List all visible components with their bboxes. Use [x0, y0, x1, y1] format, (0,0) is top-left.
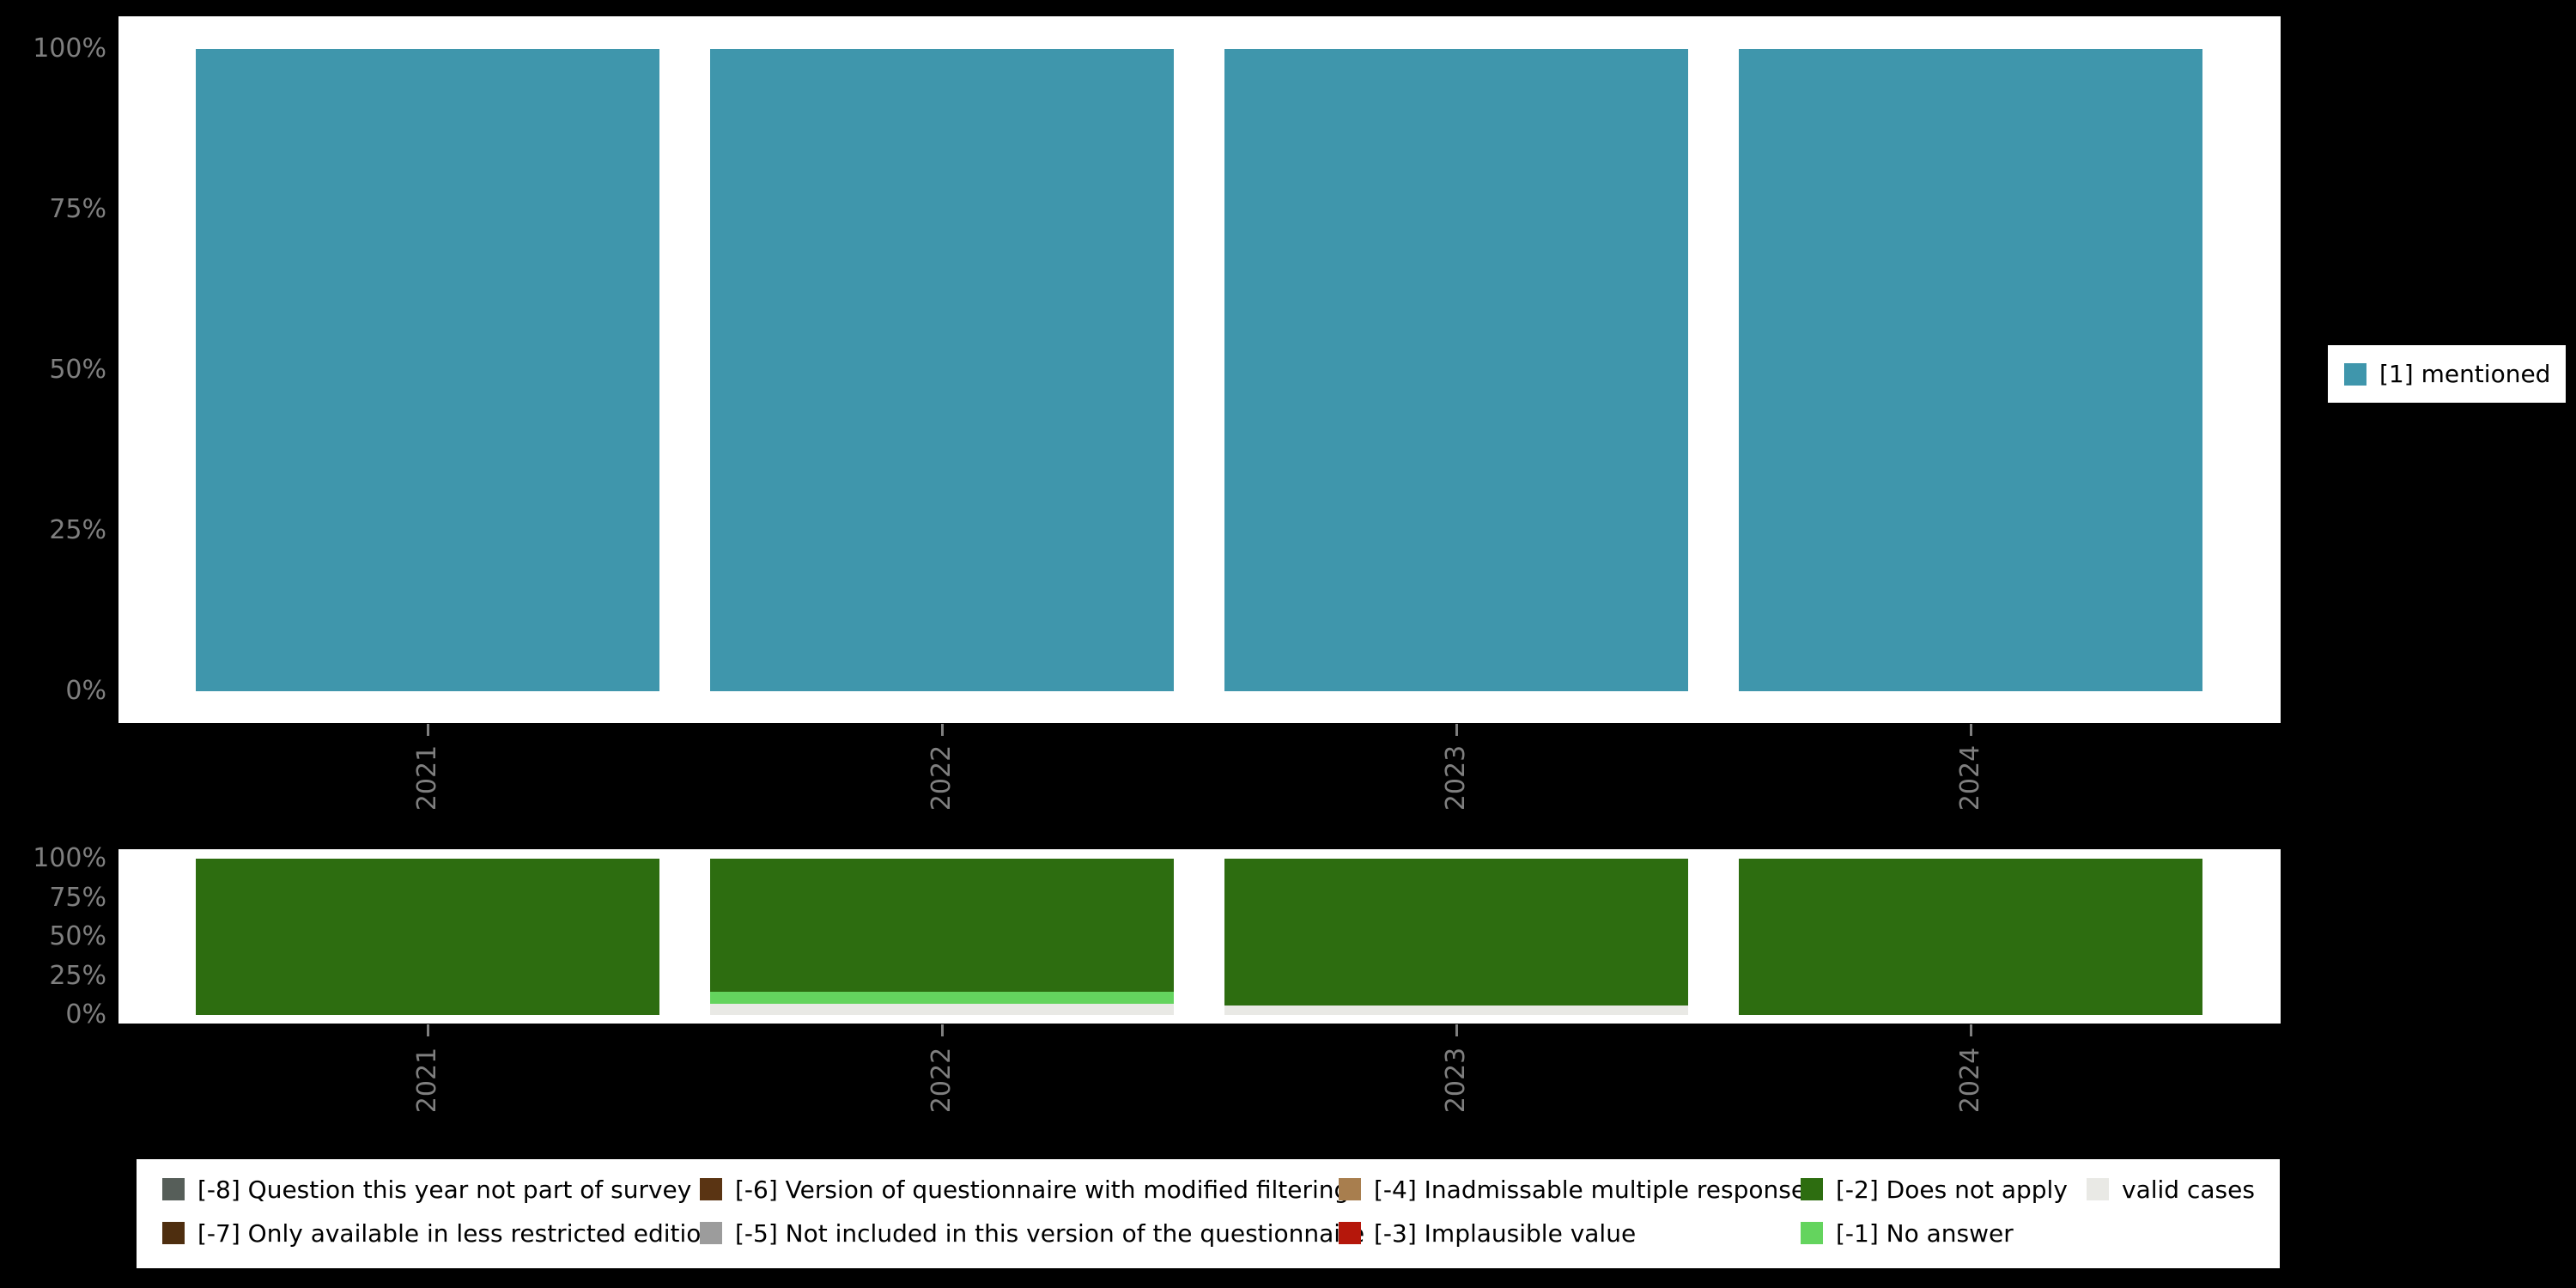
legend-label: [-8] Question this year not part of surv… — [197, 1175, 692, 1204]
legend-swatch — [1801, 1178, 1823, 1200]
bar-segment — [1224, 49, 1688, 691]
legend-label: [-1] No answer — [1836, 1218, 2014, 1248]
legend-label: [-6] Version of questionnaire with modif… — [735, 1175, 1350, 1204]
bar-segment — [710, 859, 1174, 992]
y-axis-label: 0% — [65, 999, 106, 1030]
bar-2022 — [710, 859, 1174, 1015]
bar-segment — [1739, 49, 2202, 691]
bar-2022 — [710, 49, 1174, 691]
bar-segment — [196, 859, 659, 1015]
x-axis-tick — [1970, 724, 1972, 736]
mentioned-legend: [1] mentioned — [2328, 345, 2567, 403]
y-axis-label: 75% — [49, 194, 106, 224]
y-axis-label: 100% — [33, 843, 106, 873]
missing-legend-item: [-5] Not included in this version of the… — [700, 1219, 1364, 1248]
mentioned-chart-panel — [118, 16, 2281, 723]
missing-legend-item: [-1] No answer — [1801, 1218, 2087, 1248]
bar-segment — [196, 49, 659, 691]
y-axis-label: 0% — [65, 676, 106, 706]
legend-label: [-5] Not included in this version of the… — [735, 1218, 1365, 1248]
bar-segment — [710, 49, 1174, 691]
bar-segment — [1224, 859, 1688, 1006]
plot-area — [196, 49, 2202, 691]
bar-2023 — [1224, 859, 1688, 1015]
missing-legend-grid: [-8] Question this year not part of surv… — [137, 1159, 2280, 1248]
missing-legend-item: valid cases — [2087, 1175, 2280, 1204]
missing-legend-item: [-7] Only available in less restricted e… — [162, 1219, 716, 1248]
legend-label: [-4] Inadmissable multiple response — [1374, 1175, 1807, 1204]
x-axis-tick — [427, 1024, 429, 1036]
legend-label: [-2] Does not apply — [1836, 1175, 2068, 1204]
bar-2024 — [1739, 859, 2202, 1015]
y-axis-label: 75% — [49, 882, 106, 913]
x-axis-tick — [427, 724, 429, 736]
legend-swatch — [2087, 1178, 2109, 1200]
missing-values-legend: [-8] Question this year not part of surv… — [137, 1159, 2280, 1268]
bar-segment — [710, 991, 1174, 1005]
legend-swatch — [700, 1222, 722, 1244]
legend-swatch — [1339, 1222, 1361, 1244]
y-axis-label: 50% — [49, 921, 106, 951]
legend-label: [-7] Only available in less restricted e… — [197, 1218, 717, 1248]
bar-2021 — [196, 859, 659, 1015]
legend-swatch — [1801, 1222, 1823, 1244]
y-axis-label: 100% — [33, 33, 106, 64]
legend-label: [-3] Implausible value — [1374, 1218, 1637, 1248]
missing-legend-item: [-3] Implausible value — [1339, 1218, 1801, 1248]
y-axis-label: 25% — [49, 960, 106, 991]
bar-2021 — [196, 49, 659, 691]
bar-segment — [1739, 859, 2202, 1015]
x-axis-tick — [1970, 1024, 1972, 1036]
legend-swatch — [700, 1178, 722, 1200]
missing-legend-item: [-4] Inadmissable multiple response — [1339, 1176, 1806, 1204]
missing-values-chart-panel — [118, 849, 2281, 1024]
mentioned-legend-swatch — [2344, 362, 2366, 386]
legend-swatch — [162, 1222, 185, 1244]
legend-swatch — [1339, 1178, 1361, 1200]
bar-segment — [710, 1004, 1174, 1015]
missing-legend-item: [-6] Version of questionnaire with modif… — [700, 1176, 1349, 1204]
bar-2024 — [1739, 49, 2202, 691]
x-axis-tick — [1455, 1024, 1458, 1036]
legend-label: valid cases — [2122, 1175, 2255, 1204]
legend-swatch — [162, 1178, 185, 1200]
y-axis-label: 25% — [49, 515, 106, 545]
y-axis-label: 50% — [49, 355, 106, 385]
x-axis-tick — [1455, 724, 1458, 736]
missing-legend-item: [-8] Question this year not part of surv… — [162, 1175, 700, 1204]
plot-area — [196, 859, 2202, 1015]
x-axis-tick — [941, 1024, 944, 1036]
mentioned-legend-label: [1] mentioned — [2379, 360, 2551, 388]
bar-2023 — [1224, 49, 1688, 691]
missing-legend-item: [-2] Does not apply — [1801, 1175, 2087, 1204]
x-axis-tick — [941, 724, 944, 736]
bar-segment — [1224, 1005, 1688, 1015]
